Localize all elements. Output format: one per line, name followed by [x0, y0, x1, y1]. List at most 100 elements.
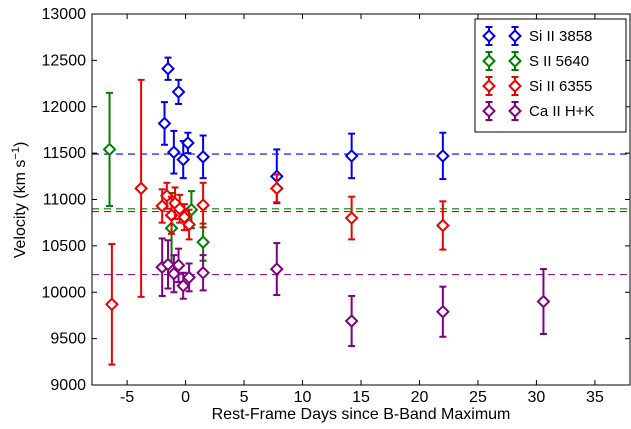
y-tick-label: 11000 — [43, 192, 86, 209]
data-point-3-7 — [269, 242, 284, 297]
diamond-marker — [482, 29, 496, 43]
legend-marker-left — [482, 51, 496, 71]
diamond-marker — [159, 188, 174, 203]
y-tick-label: 10500 — [42, 238, 87, 255]
data-point-0-5 — [180, 131, 195, 155]
legend-marker-left — [482, 26, 496, 46]
diamond-marker — [508, 54, 522, 68]
y-axis-label-main: Velocity (km s — [12, 160, 29, 259]
diamond-marker — [161, 257, 175, 272]
data-point-2-6 — [172, 193, 187, 224]
data-point-2-1 — [134, 78, 149, 298]
diamond-marker — [508, 79, 522, 93]
diamond-marker — [102, 142, 117, 157]
y-tick-label: 9000 — [50, 377, 86, 394]
y-tick-label: 12000 — [42, 99, 87, 116]
legend-entry-2: Si II 6355 — [482, 76, 592, 96]
y-axis-label: Velocity (km s−1) — [10, 142, 29, 259]
diamond-marker — [482, 79, 496, 93]
x-tick-label: 35 — [586, 389, 604, 406]
diamond-marker — [196, 198, 211, 212]
diamond-marker — [104, 297, 119, 312]
data-points-layer — [102, 56, 551, 366]
x-tick-label: 20 — [411, 389, 429, 406]
legend-entry-1: S II 5640 — [482, 51, 589, 71]
diamond-marker — [182, 270, 196, 285]
x-tick-label: 10 — [294, 389, 312, 406]
diamond-marker — [180, 136, 195, 150]
legend-marker-left — [482, 101, 496, 121]
diamond-marker — [344, 148, 359, 163]
diamond-marker — [435, 148, 450, 163]
diamond-marker — [172, 201, 187, 216]
diamond-marker — [435, 218, 450, 233]
diamond-marker — [344, 314, 359, 328]
data-point-3-3 — [171, 247, 186, 284]
data-point-3-10 — [536, 268, 551, 335]
diamond-marker — [482, 54, 496, 68]
data-point-2-12 — [435, 200, 450, 251]
legend: Si II 3858 S II 5640 Si II 6355 Ca II H+K — [474, 18, 627, 133]
data-point-0-0 — [157, 101, 172, 146]
data-point-1-0 — [102, 91, 117, 207]
diamond-marker — [166, 145, 181, 160]
data-point-0-8 — [344, 132, 359, 180]
y-axis-label-superscript: −1 — [10, 147, 22, 160]
diamond-marker — [482, 104, 496, 118]
data-point-2-0 — [104, 243, 119, 366]
data-point-2-10 — [269, 173, 284, 204]
y-axis-label-close: ) — [12, 142, 29, 147]
x-tick-label: 0 — [181, 389, 190, 406]
diamond-marker — [435, 304, 450, 319]
data-point-0-2 — [166, 129, 181, 175]
data-point-3-0 — [155, 237, 170, 297]
diamond-marker — [161, 61, 175, 76]
axes-layer: -5 0 5 10 15 20 25 30 35 9000 9500 10000 10500 11000 1… — [42, 6, 630, 406]
data-point-0-3 — [171, 78, 186, 105]
diamond-marker — [182, 217, 196, 232]
data-point-2-8 — [182, 208, 196, 241]
legend-label: Ca II H+K — [529, 103, 594, 120]
x-tick-label: 5 — [240, 389, 249, 406]
legend-box — [474, 18, 627, 133]
y-tick-label: 13000 — [42, 6, 87, 23]
y-tick-label: 12500 — [42, 52, 87, 69]
legend-marker-right — [508, 26, 522, 46]
legend-label: Si II 3858 — [529, 28, 592, 45]
legend-entry-0: Si II 3858 — [482, 26, 592, 46]
legend-marker-right — [508, 76, 522, 96]
x-tick-label: 25 — [469, 389, 487, 406]
data-point-3-4 — [176, 271, 191, 300]
diamond-marker — [166, 266, 181, 281]
diamond-marker — [269, 181, 284, 196]
legend-entry-3: Ca II H+K — [482, 101, 594, 121]
y-tick-label: 10000 — [42, 284, 87, 301]
data-point-0-9 — [435, 131, 450, 181]
x-tick-label: 15 — [352, 389, 370, 406]
diamond-marker — [196, 149, 211, 164]
diamond-marker — [196, 265, 211, 280]
x-tick-label: -5 — [120, 389, 134, 406]
data-point-2-9 — [196, 181, 211, 229]
diamond-marker — [536, 294, 551, 309]
data-point-3-5 — [182, 262, 196, 293]
diamond-marker — [157, 116, 172, 131]
data-point-0-1 — [161, 56, 175, 81]
data-point-2-3 — [159, 181, 174, 210]
diamond-marker — [508, 29, 522, 43]
diamond-marker — [171, 84, 186, 99]
diamond-marker — [344, 211, 359, 225]
diamond-marker — [508, 104, 522, 118]
x-axis-label: Rest-Frame Days since B-Band Maximum — [212, 406, 511, 423]
data-point-3-8 — [344, 294, 359, 348]
legend-label: Si II 6355 — [529, 78, 592, 95]
diamond-marker — [176, 278, 191, 293]
legend-label: S II 5640 — [529, 53, 589, 70]
legend-marker-left — [482, 76, 496, 96]
diamond-marker — [196, 235, 211, 250]
diamond-marker — [134, 181, 149, 196]
diamond-marker — [269, 262, 284, 276]
data-point-3-6 — [196, 254, 211, 292]
x-tick-label: 30 — [528, 389, 546, 406]
